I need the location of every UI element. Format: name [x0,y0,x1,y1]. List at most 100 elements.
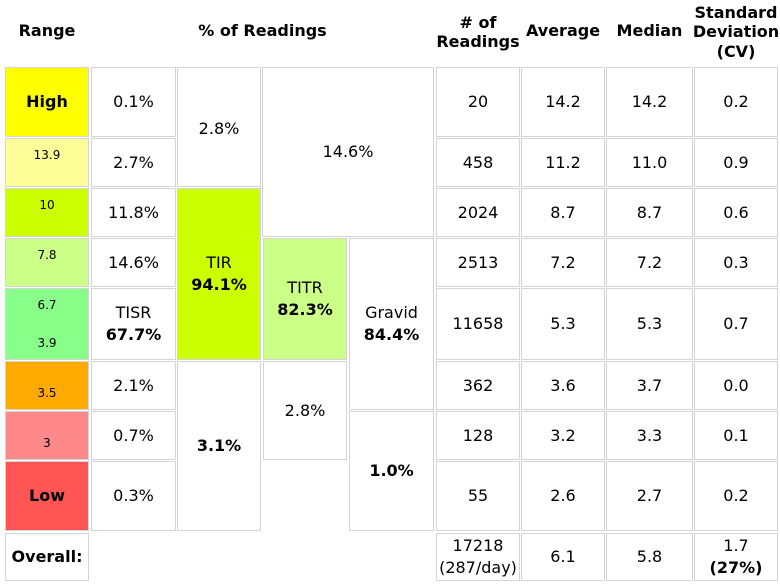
pct-above-high-group: 2.8% [177,67,261,187]
median-value: 3.3 [636,425,663,445]
tisr-label: TISR [115,303,152,323]
overall-num-value: 17218 [452,536,504,556]
range-7-8: 7.8 [5,238,89,287]
range-3-5: 3.5 [5,361,89,410]
std-dev-value: 0.6 [723,202,749,222]
average-cell: 11.2 [521,138,605,187]
median-value: 5.3 [636,314,663,334]
num-readings-cell: 362 [436,361,520,410]
num-readings-value: 2513 [457,252,499,272]
range-high-label: High [26,92,68,112]
std-dev-cell: 0.6 [694,188,778,237]
num-readings-cell: 11658 [436,288,520,360]
header-num-readings: # of Readings [436,12,520,51]
range-6-7: 6.7 3.9 [5,288,89,360]
pct-low: 0.3% [91,461,176,531]
num-readings-cell: 2513 [436,238,520,287]
tir-label: TIR [206,253,232,273]
header-range: Range [18,21,76,41]
num-readings-cell: 55 [436,461,520,531]
range-7-8-label: 7.8 [37,248,57,262]
range-low-label: Low [29,486,65,506]
overall-per-day: (287/day) [439,558,517,577]
pct-3: 0.7% [91,411,176,460]
average-cell: 8.7 [521,188,605,237]
overall-median-value: 5.8 [636,547,663,567]
num-readings-cell: 128 [436,411,520,460]
gravid-label: Gravid [365,303,418,323]
num-readings-value: 55 [467,486,489,506]
pct-above-tir-value: 14.6% [322,142,374,162]
std-dev-cell: 0.0 [694,361,778,410]
num-readings-value: 20 [467,92,489,112]
num-readings-cell: 458 [436,138,520,187]
pct-13-9: 2.7% [91,138,176,187]
gravid-block: Gravid 84.4% [349,238,434,410]
average-value: 5.3 [550,314,576,334]
std-dev-cell: 0.2 [694,461,778,531]
range-13-9-label: 13.9 [33,148,61,162]
median-cell: 3.3 [606,411,693,460]
gravid-value: 84.4% [363,325,420,344]
range-13-9: 13.9 [5,138,89,187]
pct-10: 11.8% [91,188,176,237]
pct-tisr: TISR 67.7% [91,288,176,360]
std-dev-cell: 0.9 [694,138,778,187]
median-cell: 5.3 [606,288,693,360]
overall-cv-value: (27%) [709,558,763,577]
num-readings-value: 362 [462,375,494,395]
median-value: 7.2 [636,252,663,272]
range-10-label: 10 [39,198,55,212]
range-3-9-label: 3.9 [37,335,57,350]
header-average: Average [525,21,601,41]
below-tir-value: 3.1% [196,436,242,456]
median-cell: 11.0 [606,138,693,187]
pct-3-5: 2.1% [91,361,176,410]
average-value: 3.6 [550,375,576,395]
pct-low-value: 0.3% [113,486,154,506]
range-3: 3 [5,411,89,460]
overall-sd-cell: 1.7 (27%) [694,533,778,581]
num-readings-value: 458 [462,152,494,172]
tir-value: 94.1% [191,275,247,294]
num-readings-value: 11658 [452,314,504,334]
range-10: 10 [5,188,89,237]
below-titr-value: 2.8% [284,400,326,420]
range-3-5-label: 3.5 [37,385,57,400]
average-value: 7.2 [550,252,576,272]
median-value: 8.7 [636,202,663,222]
pct-7-8: 14.6% [91,238,176,287]
median-cell: 3.7 [606,361,693,410]
below-gravid-group: 1.0% [349,411,434,531]
overall-label: Overall: [11,547,83,567]
num-readings-cell: 2024 [436,188,520,237]
pct-10-value: 11.8% [108,202,159,222]
tisr-value: 67.7% [105,325,162,344]
below-titr-group: 2.8% [263,361,347,460]
pct-high: 0.1% [91,67,176,137]
titr-value: 82.3% [277,300,333,319]
std-dev-cell: 0.2 [694,67,778,137]
std-dev-cell: 0.7 [694,288,778,360]
pct-7-8-value: 14.6% [108,252,159,272]
median-cell: 8.7 [606,188,693,237]
std-dev-value: 0.3 [723,252,749,272]
range-high: High [5,67,89,137]
std-dev-cell: 0.3 [694,238,778,287]
range-low: Low [5,461,89,531]
num-readings-value: 2024 [457,202,499,222]
titr-label: TITR [287,278,323,298]
median-value: 2.7 [636,486,663,506]
average-cell: 2.6 [521,461,605,531]
std-dev-value: 0.9 [723,152,749,172]
median-value: 11.0 [631,152,668,172]
overall-median-cell: 5.8 [606,533,693,581]
median-value: 14.2 [631,92,668,112]
std-dev-value: 0.2 [723,92,749,112]
median-cell: 14.2 [606,67,693,137]
average-value: 8.7 [550,202,576,222]
average-cell: 14.2 [521,67,605,137]
median-cell: 7.2 [606,238,693,287]
overall-label-cell: Overall: [5,533,89,581]
pct-high-value: 0.1% [113,92,154,112]
